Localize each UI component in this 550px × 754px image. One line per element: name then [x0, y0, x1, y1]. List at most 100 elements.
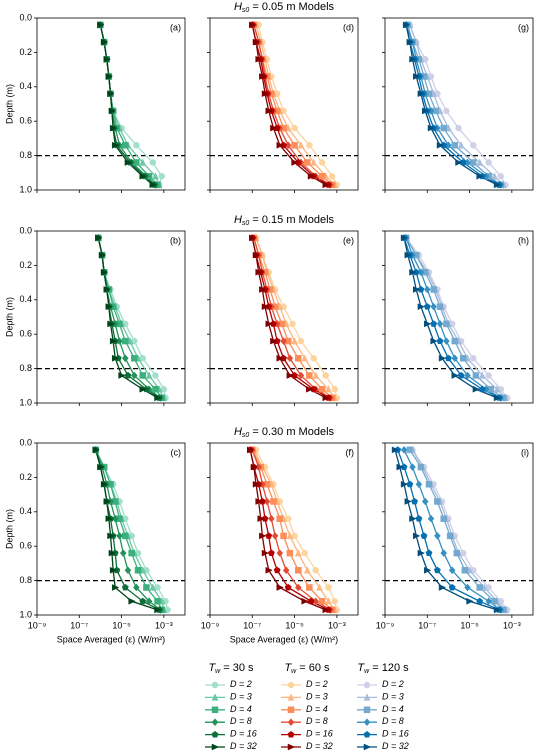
- data-point: [325, 385, 332, 393]
- data-point: [280, 354, 287, 362]
- data-point: [430, 337, 438, 345]
- legend-label-text: D = 16: [230, 729, 257, 739]
- data-point: [259, 286, 267, 293]
- series-line: [95, 449, 161, 611]
- legend-label-text: D = 16: [306, 729, 333, 739]
- x-tick-label: 10⁻⁵: [460, 620, 479, 630]
- data-point: [111, 584, 120, 591]
- legend-label-text: D = 4: [382, 704, 404, 714]
- data-point: [417, 303, 426, 311]
- data-point: [255, 498, 263, 505]
- data-point: [122, 337, 129, 345]
- data-point: [143, 584, 150, 591]
- legend-marker: [211, 681, 219, 689]
- data-point: [304, 159, 311, 166]
- legend-label: D = 16: [382, 729, 409, 739]
- legend-label: D = 2: [230, 679, 252, 689]
- data-point: [443, 107, 450, 115]
- data-point: [267, 549, 275, 556]
- x-tick-label: 10⁻³: [503, 620, 521, 630]
- data-point: [331, 597, 339, 605]
- data-point: [294, 583, 302, 592]
- data-point: [424, 566, 432, 574]
- data-point: [423, 303, 431, 310]
- data-point: [425, 549, 433, 556]
- y-axis-label: Depth (m): [4, 297, 14, 337]
- data-point: [322, 181, 330, 189]
- data-point: [491, 172, 498, 180]
- legend-title-symbol: T: [357, 662, 365, 674]
- data-point: [257, 515, 265, 523]
- data-point: [252, 480, 261, 488]
- data-point: [250, 463, 259, 471]
- data-point: [412, 532, 421, 540]
- data-point: [493, 385, 501, 393]
- data-point: [139, 597, 147, 605]
- legend-label-text: D = 32: [230, 741, 257, 751]
- legend-title-text: = 30 s: [220, 662, 254, 674]
- data-point: [312, 567, 319, 574]
- data-point: [301, 354, 309, 362]
- data-point: [273, 337, 281, 344]
- data-point: [97, 463, 105, 471]
- data-point: [331, 385, 339, 393]
- data-point: [139, 172, 147, 180]
- data-point: [152, 172, 159, 180]
- data-point: [417, 463, 425, 471]
- legend-label: D = 32: [382, 741, 409, 751]
- plot-frame: [209, 230, 359, 404]
- data-point: [406, 480, 414, 488]
- data-point: [265, 566, 273, 574]
- legend-label: D = 32: [306, 741, 333, 751]
- data-point: [249, 234, 257, 242]
- data-point: [103, 55, 111, 63]
- data-point: [119, 549, 127, 557]
- data-point: [476, 172, 484, 180]
- data-point: [261, 303, 270, 311]
- data-point: [154, 394, 162, 402]
- data-point: [121, 583, 129, 591]
- data-point: [476, 584, 483, 591]
- data-point: [455, 159, 463, 166]
- y-tick-label: 0.6: [19, 329, 32, 339]
- data-point: [286, 354, 294, 363]
- data-point: [152, 372, 159, 379]
- y-tick-label: 0.4: [19, 81, 32, 91]
- data-point: [443, 337, 450, 345]
- legend-title-subscript: w: [291, 668, 297, 675]
- data-point: [438, 584, 447, 591]
- data-point: [107, 320, 115, 328]
- data-point: [310, 385, 318, 393]
- data-point: [280, 532, 287, 540]
- data-point: [485, 372, 492, 379]
- x-tick-label: 10⁻⁷: [243, 620, 261, 630]
- legend-label: D = 8: [230, 717, 252, 727]
- data-point: [476, 158, 484, 166]
- legend-label: D = 3: [230, 692, 252, 702]
- x-tick-label: 10⁻⁹: [376, 620, 395, 630]
- data-point: [328, 172, 336, 180]
- panel-label: (e): [343, 235, 354, 245]
- data-point: [270, 498, 277, 505]
- legend-label-text: D = 8: [306, 717, 328, 727]
- legend-marker: [363, 706, 371, 714]
- data-point: [97, 21, 105, 29]
- legend-label-text: D = 16: [382, 729, 409, 739]
- data-point: [124, 566, 132, 575]
- legend-label: D = 16: [230, 729, 257, 739]
- legend-marker: [363, 718, 371, 727]
- legend-label: D = 2: [306, 679, 328, 689]
- data-point: [100, 480, 109, 488]
- data-point: [306, 385, 314, 393]
- data-point: [276, 354, 284, 362]
- data-point: [259, 73, 267, 80]
- data-point: [470, 142, 477, 149]
- y-tick-label: 0.0: [19, 12, 32, 22]
- data-point: [265, 320, 273, 328]
- data-point: [440, 549, 448, 557]
- panel-label: (c): [171, 447, 182, 457]
- legend-label: D = 32: [230, 741, 257, 751]
- data-point: [318, 597, 326, 605]
- legend-label-text: D = 3: [382, 692, 404, 702]
- panel-label: (i): [521, 447, 529, 457]
